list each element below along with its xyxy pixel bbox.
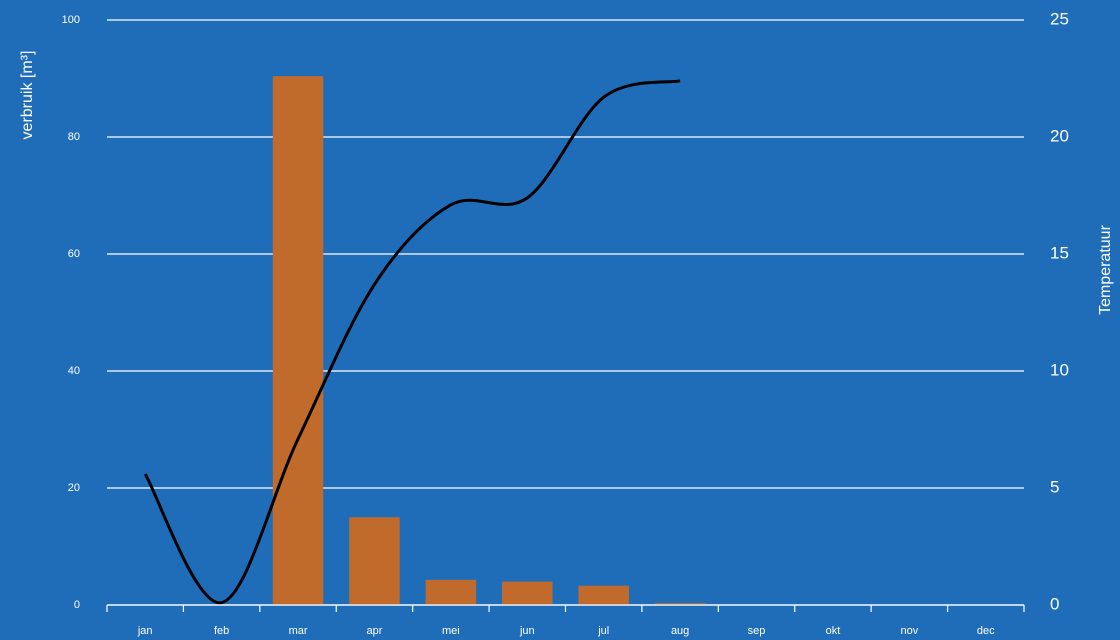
y-tick-label: 60 [68, 248, 80, 260]
x-tick-label: dec [977, 625, 995, 637]
bar [502, 581, 553, 605]
x-tick-label: mei [442, 625, 460, 637]
bar [578, 585, 629, 605]
y-tick-label: 20 [68, 482, 80, 494]
y-tick-label: 80 [68, 131, 80, 143]
x-tick-label: okt [826, 625, 841, 637]
bar [272, 76, 324, 605]
y2-tick-label: 15 [1050, 243, 1069, 262]
x-tick-label: jul [597, 625, 609, 637]
y2-tick-label: 0 [1050, 594, 1059, 613]
x-tick-label: sep [748, 625, 766, 637]
x-tick-label: jun [519, 625, 535, 637]
bar [654, 603, 706, 605]
x-tick-label: feb [214, 625, 229, 637]
y2-axis-title: Temperatuur [1097, 224, 1114, 314]
y-tick-label: 40 [68, 365, 80, 377]
bar [425, 579, 477, 605]
y-tick-label: 0 [74, 599, 80, 611]
x-tick-label: mar [289, 625, 308, 637]
y2-tick-label: 25 [1050, 9, 1069, 28]
y2-tick-label: 10 [1050, 360, 1069, 379]
y2-tick-label: 20 [1050, 126, 1069, 145]
x-tick-label: aug [671, 625, 689, 637]
bar [349, 517, 400, 605]
x-tick-label: apr [367, 625, 383, 637]
y2-tick-label: 5 [1050, 477, 1059, 496]
line [143, 79, 681, 605]
y-tick-label: 100 [62, 14, 80, 26]
y-axis-title: verbruik [m³] [19, 51, 36, 140]
x-tick-label: nov [901, 625, 919, 637]
x-tick-label: jan [137, 625, 153, 637]
